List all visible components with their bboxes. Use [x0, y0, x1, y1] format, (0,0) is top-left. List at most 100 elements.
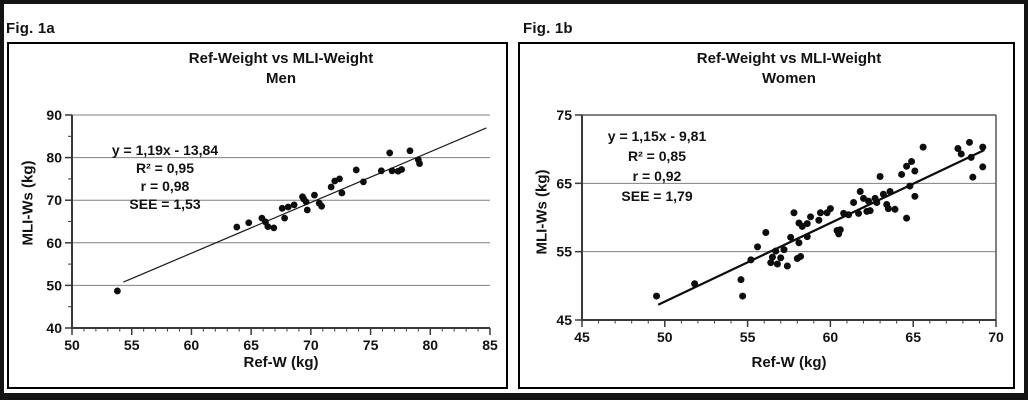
- data-point: [903, 214, 911, 222]
- data-point: [281, 214, 288, 222]
- data-point: [795, 239, 803, 247]
- data-point: [790, 209, 798, 217]
- data-point: [398, 166, 406, 173]
- men-x-axis-label: Ref-W (kg): [243, 354, 319, 371]
- x-tick-label: 75: [363, 337, 379, 353]
- y-tick-label: 75: [556, 107, 572, 123]
- data-point: [803, 233, 811, 241]
- data-point: [780, 246, 788, 254]
- y-tick-label: 80: [46, 150, 62, 166]
- data-point: [911, 167, 919, 175]
- women-x-axis-label: Ref-W (kg): [751, 354, 827, 371]
- regression-equation: y = 1,15x - 9,81: [607, 128, 707, 144]
- data-point: [777, 254, 785, 262]
- data-point: [911, 192, 919, 200]
- data-point: [327, 183, 335, 191]
- data-point: [747, 256, 755, 264]
- regression-equation: y = 1,19x - 13,84: [111, 142, 219, 158]
- data-point: [866, 207, 874, 215]
- data-point: [772, 247, 780, 255]
- data-point: [886, 188, 894, 196]
- r-squared-value: R² = 0,95: [136, 160, 194, 176]
- data-point: [876, 173, 884, 180]
- data-point: [787, 233, 795, 241]
- data-point: [855, 209, 863, 217]
- data-point: [233, 223, 241, 231]
- fig1a-label: Fig. 1a: [6, 20, 55, 37]
- data-point: [303, 206, 311, 214]
- r-squared-value: R² = 0,85: [628, 148, 686, 164]
- y-tick-label: 70: [46, 192, 62, 208]
- data-point: [919, 143, 927, 151]
- data-point: [807, 213, 815, 221]
- data-point: [338, 189, 346, 197]
- data-point: [856, 188, 864, 196]
- data-point: [979, 163, 987, 171]
- data-point: [891, 205, 899, 213]
- y-tick-label: 60: [46, 235, 62, 251]
- see-value: SEE = 1,79: [621, 188, 693, 204]
- x-tick-label: 70: [303, 337, 319, 353]
- data-point: [873, 198, 881, 206]
- data-point: [336, 175, 343, 183]
- women-y-axis-label: MLI-Ws (kg): [533, 169, 551, 255]
- x-tick-label: 80: [422, 337, 438, 353]
- x-tick-label: 70: [988, 329, 1004, 345]
- data-point: [969, 173, 977, 181]
- trend-line: [657, 148, 985, 306]
- data-point: [290, 201, 298, 209]
- data-point: [903, 162, 911, 170]
- y-tick-label: 65: [556, 175, 572, 191]
- data-point: [850, 198, 858, 206]
- data-point: [836, 226, 844, 234]
- data-point: [906, 182, 914, 190]
- data-point: [278, 204, 286, 212]
- y-tick-label: 55: [556, 244, 572, 260]
- men-chart-title-block: Ref-Weight vs MLI-Weight Men: [72, 49, 490, 89]
- x-tick-label: 55: [124, 337, 140, 353]
- men-y-axis-label: MLI-Ws (kg): [19, 160, 37, 246]
- data-point: [653, 292, 661, 300]
- data-point: [360, 178, 367, 186]
- see-value: SEE = 1,53: [129, 196, 201, 212]
- chart-title: Ref-Weight vs MLI-Weight: [188, 50, 374, 67]
- data-point: [406, 147, 414, 155]
- data-point: [386, 149, 394, 157]
- fig1a-chart-box: 50 55 60 65 70 75 80 85 40 50 60 70 80 90 Ref-Weight …: [7, 42, 508, 389]
- r-value: r = 0,92: [632, 168, 682, 184]
- data-point: [377, 167, 385, 175]
- women-chart-canvas: 45 50 55 60 65 70 45 55 65 75: [556, 107, 1004, 345]
- data-point: [311, 191, 318, 199]
- data-point: [773, 260, 781, 268]
- data-point: [762, 229, 770, 237]
- data-point: [270, 224, 278, 232]
- y-tick-label: 40: [46, 320, 62, 336]
- data-point: [845, 211, 853, 219]
- data-point: [879, 190, 887, 198]
- data-point: [898, 170, 906, 178]
- y-tick-label: 90: [46, 107, 62, 123]
- data-point: [908, 157, 916, 165]
- x-tick-label: 45: [574, 329, 590, 345]
- data-point: [884, 205, 892, 213]
- data-point: [739, 292, 747, 300]
- data-point: [284, 203, 292, 211]
- women-regression-stats: y = 1,15x - 9,81 R² = 0,85 r = 0,92 SEE …: [537, 126, 777, 206]
- x-tick-label: 50: [657, 329, 673, 345]
- x-tick-label: 65: [905, 329, 921, 345]
- data-point: [967, 153, 975, 161]
- x-tick-label: 60: [184, 337, 200, 353]
- data-point: [864, 197, 872, 205]
- chart-title: Ref-Weight vs MLI-Weight: [696, 50, 882, 67]
- x-tick-label: 50: [64, 337, 80, 353]
- data-point: [352, 166, 360, 174]
- data-point: [691, 280, 699, 288]
- data-point: [768, 253, 776, 261]
- data-point: [245, 219, 253, 227]
- data-point: [826, 205, 834, 213]
- chart-subtitle: Men: [266, 70, 296, 87]
- x-tick-label: 65: [243, 337, 259, 353]
- r-value: r = 0,98: [140, 178, 190, 194]
